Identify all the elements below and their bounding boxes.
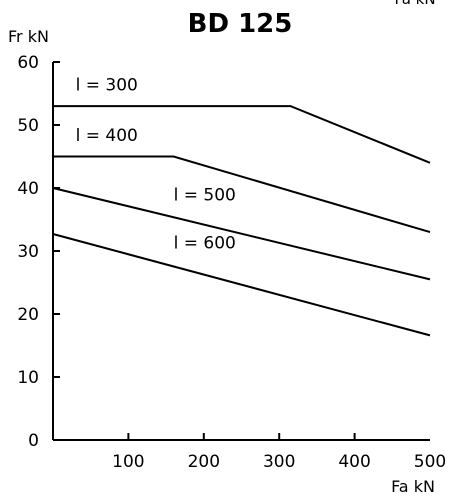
- series-line: [53, 155, 431, 234]
- y-tick-label: 60: [17, 53, 39, 73]
- series-label: l = 500: [174, 186, 236, 206]
- x-tick-label: 100: [112, 452, 144, 472]
- series-label: l = 300: [76, 75, 138, 95]
- series-line: [52, 233, 431, 337]
- y-tick-label: 0: [28, 431, 39, 451]
- series-label: l = 600: [174, 233, 236, 253]
- corner-label: Fa kN: [394, 0, 435, 8]
- series-line: [52, 187, 431, 281]
- x-tick-label: 500: [414, 452, 446, 472]
- x-tick-label: 200: [188, 452, 220, 472]
- x-axis-label: Fa kN: [391, 477, 435, 496]
- series-line: [53, 105, 431, 164]
- y-tick-label: 30: [17, 242, 39, 262]
- series-label: l = 400: [76, 126, 138, 146]
- y-tick-label: 10: [17, 368, 39, 388]
- y-axis-label: Fr kN: [8, 27, 49, 46]
- y-tick-label: 20: [17, 305, 39, 325]
- chart-title: BD 125: [188, 9, 293, 39]
- plot-area: 0 10 20 30 40 50 60 100 200 300 400 500 l = 300 l = 4…: [17, 53, 446, 472]
- y-tick-label: 50: [17, 116, 39, 136]
- y-tick-label: 40: [17, 179, 39, 199]
- x-tick-label: 400: [338, 452, 370, 472]
- x-tick-label: 300: [263, 452, 295, 472]
